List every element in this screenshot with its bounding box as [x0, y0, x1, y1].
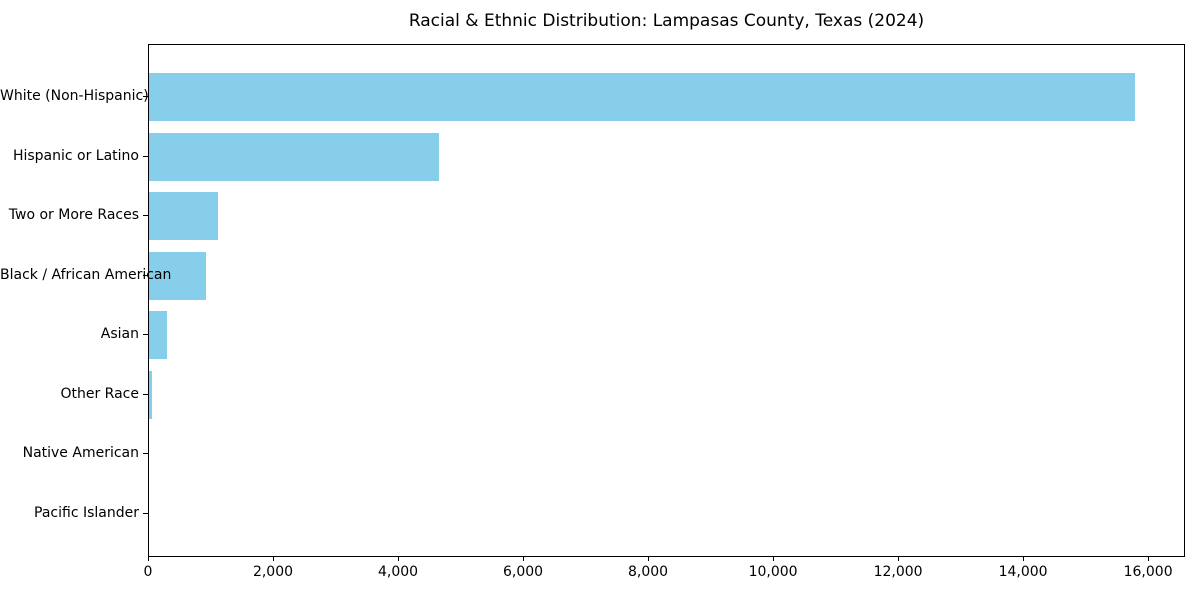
- y-tick-label: Native American: [22, 445, 139, 461]
- chart-title: Racial & Ethnic Distribution: Lampasas C…: [408, 11, 925, 31]
- plot-area: [148, 44, 1185, 557]
- x-tick-label: 10,000: [748, 564, 798, 580]
- y-tick-label: Pacific Islander: [34, 504, 139, 521]
- bar-other-race: [149, 370, 153, 419]
- x-tick-mark: [273, 557, 274, 561]
- bar-hispanic-or-latino: [149, 132, 440, 181]
- y-tick-label: Hispanic or Latino: [12, 147, 139, 164]
- x-tick-mark: [898, 557, 900, 561]
- x-tick-label: 6,000: [502, 564, 544, 580]
- bar-black-african-american: [149, 251, 206, 300]
- x-tick-label: 8,000: [628, 564, 669, 580]
- bar-white-non-hispanic: [149, 73, 1135, 121]
- x-tick-mark: [523, 557, 525, 561]
- y-tick-label: Asian: [100, 326, 139, 342]
- y-tick-mark: [143, 215, 148, 216]
- y-tick-label: Two or More Races: [8, 207, 139, 223]
- x-tick-label: 2,000: [252, 564, 294, 580]
- x-tick-mark: [148, 557, 149, 561]
- x-tick-label: 12,000: [873, 564, 923, 580]
- y-tick-mark: [143, 453, 148, 454]
- y-tick-label: White (Non-Hispanic): [0, 88, 149, 104]
- y-tick-label: Other Race: [60, 385, 139, 402]
- y-tick-mark: [143, 512, 148, 514]
- y-tick-mark: [143, 393, 148, 395]
- x-tick-mark: [398, 557, 400, 561]
- x-tick-mark: [648, 557, 650, 561]
- y-tick-mark: [143, 274, 148, 276]
- y-tick-label: Black / African American: [0, 266, 172, 283]
- x-tick-mark: [1148, 557, 1150, 561]
- bar-asian: [149, 311, 167, 359]
- x-tick-label: 14,000: [998, 564, 1048, 580]
- x-tick-mark: [773, 557, 775, 561]
- y-tick-mark: [143, 96, 148, 97]
- y-tick-mark: [143, 334, 148, 335]
- x-tick-label: 4,000: [377, 564, 419, 580]
- x-tick-label: 16,000: [1123, 564, 1173, 580]
- x-tick-label: 0: [143, 564, 153, 580]
- y-tick-mark: [143, 155, 148, 157]
- x-tick-mark: [1023, 557, 1025, 561]
- bar-two-or-more-races: [149, 192, 218, 240]
